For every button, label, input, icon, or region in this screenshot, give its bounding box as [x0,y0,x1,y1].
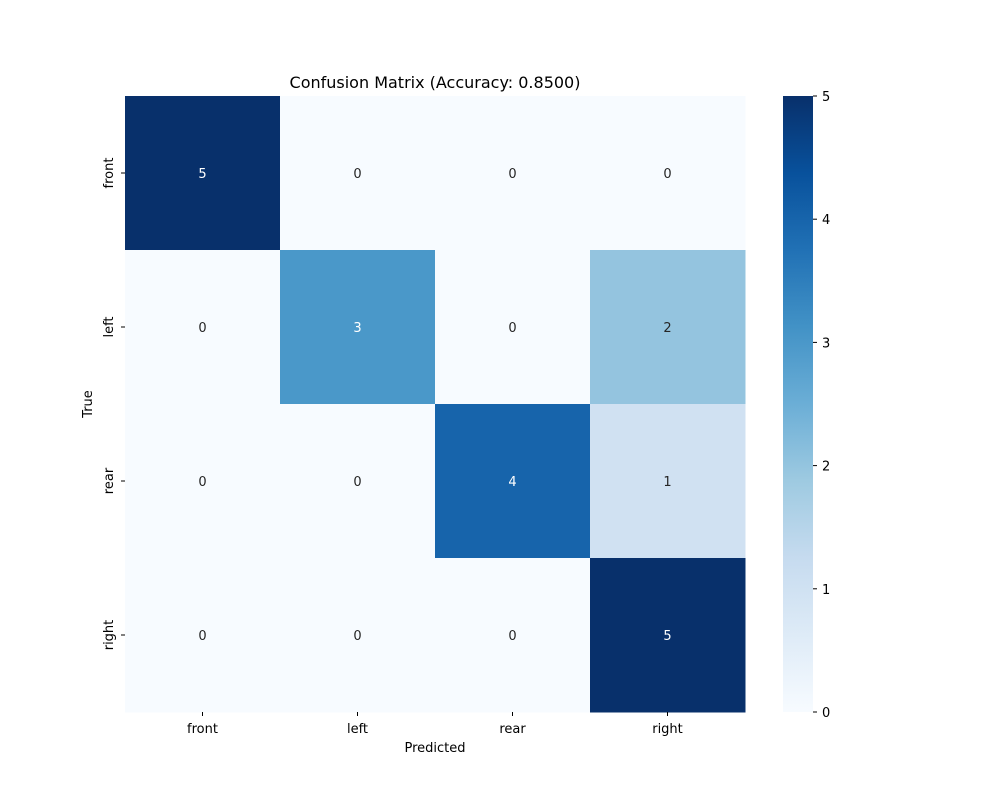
cell-annotation: 0 [198,475,206,490]
heatmap-cell-left-front [125,250,281,405]
cell-annotation: 4 [508,475,516,490]
colorbar-tick-label: 3 [822,336,830,351]
cell-annotation: 0 [198,629,206,644]
heatmap-cell-front-rear [435,96,591,251]
cell-annotation: 0 [663,167,671,182]
colorbar-tick-label: 0 [822,706,830,721]
cell-annotation: 0 [508,321,516,336]
cell-annotation: 5 [663,629,671,644]
colorbar-tick-label: 5 [822,90,830,105]
cell-annotation: 0 [198,321,206,336]
heatmap-cell-rear-rear [435,404,591,559]
heatmap-cell-left-left [280,250,436,405]
cell-annotation: 0 [508,629,516,644]
y-tick-label: left [102,316,117,337]
heatmap-cell-rear-front [125,404,281,559]
colorbar-ticks: 0 1 2 3 4 5 [813,90,830,721]
colorbar-tick-label: 4 [822,213,830,228]
heatmap-cells [125,96,746,713]
heatmap-cell-left-right [590,250,746,405]
heatmap-cell-rear-right [590,404,746,559]
colorbar-tick-label: 1 [822,583,830,598]
x-tick-label: right [652,722,683,737]
cell-annotation: 0 [353,167,361,182]
cell-annotation: 0 [353,475,361,490]
cell-annotation: 1 [663,475,671,490]
heatmap-cell-front-front [125,96,281,251]
heatmap-cell-right-right [590,558,746,713]
heatmap-cell-right-left [280,558,436,713]
y-tick-label: rear [102,467,117,494]
colorbar [783,96,813,712]
x-tick-label: front [187,722,218,737]
chart-title: Confusion Matrix (Accuracy: 0.8500) [290,73,581,92]
y-axis-ticks: front left rear right [102,158,125,651]
heatmap-cell-front-right [590,96,746,251]
x-axis-ticks: front left rear right [187,712,683,737]
cell-annotations: 5 0 0 0 0 3 0 2 0 0 4 1 0 0 0 5 [198,167,671,644]
x-axis-label: Predicted [404,741,465,756]
y-tick-label: front [102,158,117,189]
cell-annotation: 5 [198,167,206,182]
cell-annotation: 0 [508,167,516,182]
cell-annotation: 2 [663,321,671,336]
heatmap-cell-left-rear [435,250,591,405]
cell-annotation: 0 [353,629,361,644]
colorbar-tick-label: 2 [822,460,830,475]
heatmap-cell-right-front [125,558,281,713]
x-tick-label: rear [499,722,526,737]
heatmap-cell-front-left [280,96,436,251]
y-tick-label: right [102,620,117,651]
heatmap-cell-rear-left [280,404,436,559]
cell-annotation: 3 [353,321,361,336]
x-tick-label: left [347,722,368,737]
heatmap-cell-right-rear [435,558,591,713]
y-axis-label: True [81,390,96,419]
